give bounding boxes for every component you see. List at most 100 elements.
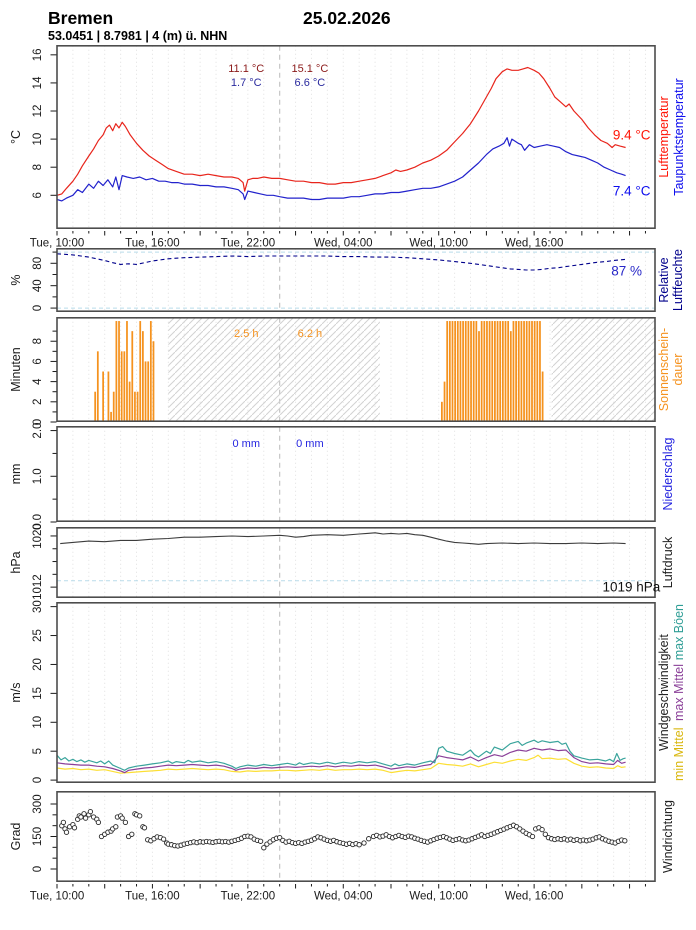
wind-direction-points [63,829,70,835]
panel-precipitation: 0.0 1.0 2.0 mm Niederschlag 0 mm 0 mm [9,423,675,530]
sunshine-bars [494,321,496,422]
x-axis-label: Tue, 10:00 [30,891,85,903]
y-tick-label: 1012 [32,574,44,600]
panel-wind-direction: 0 150 300 Grad Windrichtung [9,791,675,883]
sunshine-bars [486,321,488,422]
wind-legend-max-gust: max Böen [672,604,686,660]
y-tick-label: 6 [32,358,44,364]
current-dew-point: 7.4 °C [613,184,651,199]
dew-point-ylabel: Taupunktstemperatur [672,78,686,195]
x-axis-label: Wed, 10:00 [409,238,468,250]
sunshine-bars [152,341,155,422]
wind-direction-points [542,831,548,837]
panel-border [56,426,656,523]
sunshine-bars [443,381,446,422]
wind-speed-axis-unit: m/s [9,682,23,702]
wind-direction-points [141,825,148,831]
x-axis-row-1: Tue, 10:00 Tue, 16:00 Tue, 22:00 Wed, 04:00… [30,231,646,250]
sunshine-bars [520,321,523,422]
panel-border [56,248,656,313]
wind-direction-points [257,838,264,844]
wind-direction-points [261,845,267,851]
wind-direction-ylabel: Windrichtung [661,800,675,873]
sunshine-bars [136,391,139,422]
y-tick-label: 80 [32,257,44,270]
sunshine-bars [139,321,142,422]
sunshine-axis-unit: Minuten [9,347,23,392]
y-tick-label: 8 [32,164,44,170]
wind-max-mean-line [56,747,626,774]
panel-border [56,527,656,599]
sunshine-bars [454,321,457,422]
y-tick-label: 10 [32,716,44,729]
relative-humidity-line [56,253,626,271]
precipitation-ylabel: Niederschlag [661,437,675,510]
tue-min-temp: 1.7 °C [231,77,262,89]
air-temperature-line [56,66,626,196]
sunshine-bars [470,321,472,422]
sunshine-bars [472,321,475,422]
x-axis-label: Tue, 22:00 [221,891,276,903]
temperature-axis-unit: °C [9,130,23,144]
sunshine-bars [459,321,462,422]
wind-direction-points [356,842,362,848]
y-tick-label: 1.0 [32,468,44,484]
tue-max-temp: 11.1 °C [228,63,264,75]
sunshine-bars [523,321,525,422]
sunshine-bars [441,401,443,422]
y-tick-label: 150 [32,827,44,846]
sunshine-bars [525,321,528,422]
sunshine-bars [491,321,494,422]
sunshine-bars [517,321,520,422]
panel-temperature: 6 8 10 12 14 16 °C Lufttemperatur Taupunktstempe… [9,45,686,229]
sunshine-bars [131,331,134,422]
x-axis-label: Wed, 04:00 [314,891,373,903]
humidity-axis-unit: % [9,274,23,285]
wind-legend-min-mean: min Mittel [672,728,686,781]
night-shade [551,317,655,422]
y-tick-label: 2 [32,399,44,405]
sunshine-bars [456,321,459,422]
wind-direction-points [160,836,167,842]
tue-sunshine-total: 2.5 h [234,328,258,340]
sunshine-bars [480,321,483,422]
sunshine-bars [149,321,152,422]
current-pressure: 1019 hPa [603,580,661,595]
x-axis-label: Tue, 10:00 [30,238,85,250]
sunshine-bars [462,321,464,422]
wind-direction-points [60,819,67,826]
sunshine-bars [488,321,491,422]
y-tick-label: 0 [32,777,44,783]
station-coordinates: 53.0451 | 8.7981 | 4 (m) ü. NHN [48,29,228,43]
wed-max-temp: 15.1 °C [291,63,328,75]
wind-max-gust-line [56,739,626,771]
sunshine-bars [94,391,97,422]
x-axis-label: Tue, 16:00 [125,238,180,250]
air-temperature-ylabel: Lufttemperatur [657,96,671,177]
y-tick-label: 0 [32,305,44,311]
plot-background [57,248,655,312]
wind-direction-points [95,819,102,826]
sunshine-bars [504,321,507,422]
y-tick-label: 5 [32,748,44,754]
plot-background [57,602,655,783]
wind-direction-points [71,825,78,831]
dew-point-line [56,137,626,202]
y-tick-label: 6 [32,192,44,198]
sunshine-bars [464,321,467,422]
y-tick-label: 0.0 [32,514,44,530]
sunshine-bars [515,321,517,422]
pressure-axis-unit: hPa [9,551,23,573]
y-tick-label: 40 [32,279,44,292]
wed-precip-total: 0 mm [296,438,324,450]
sunshine-bars [499,321,502,422]
sunshine-ylabel-line1: Sonnenschein- [657,328,671,411]
wind-direction-points [87,808,94,815]
y-tick-label: 300 [32,794,44,813]
wind-direction-axis-unit: Grad [9,823,23,851]
plot-background [57,426,655,522]
y-tick-label: 1020 [32,523,44,549]
sunshine-bars [144,361,147,422]
